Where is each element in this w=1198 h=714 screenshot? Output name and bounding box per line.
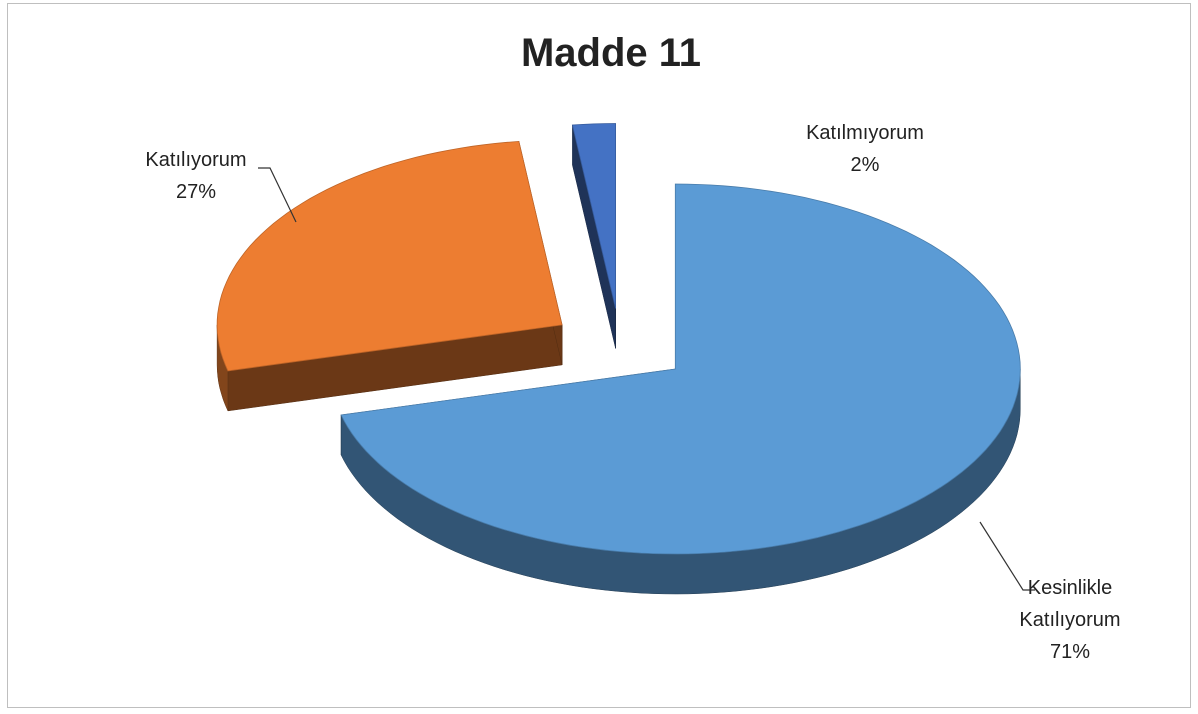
- data-label: Katılmıyorum 2%: [785, 117, 945, 181]
- label-category: Kesinlikle Katılıyorum: [1019, 577, 1121, 631]
- label-category: Katılmıyorum: [806, 122, 924, 144]
- label-value: 2%: [850, 154, 880, 176]
- slice: [571, 123, 616, 309]
- chart-title: Madde 11: [520, 31, 702, 75]
- data-label: Kesinlikle Katılıyorum 71%: [995, 572, 1145, 668]
- data-label: Katılıyorum 27%: [116, 144, 276, 208]
- label-value: 27%: [175, 181, 217, 203]
- label-value: 71%: [1049, 641, 1091, 663]
- slice: [216, 140, 563, 372]
- leader-line: [258, 167, 297, 223]
- leader-line: [979, 521, 1035, 591]
- label-category: Katılıyorum: [145, 149, 247, 171]
- pie: [216, 123, 1021, 595]
- slice: [340, 183, 1021, 555]
